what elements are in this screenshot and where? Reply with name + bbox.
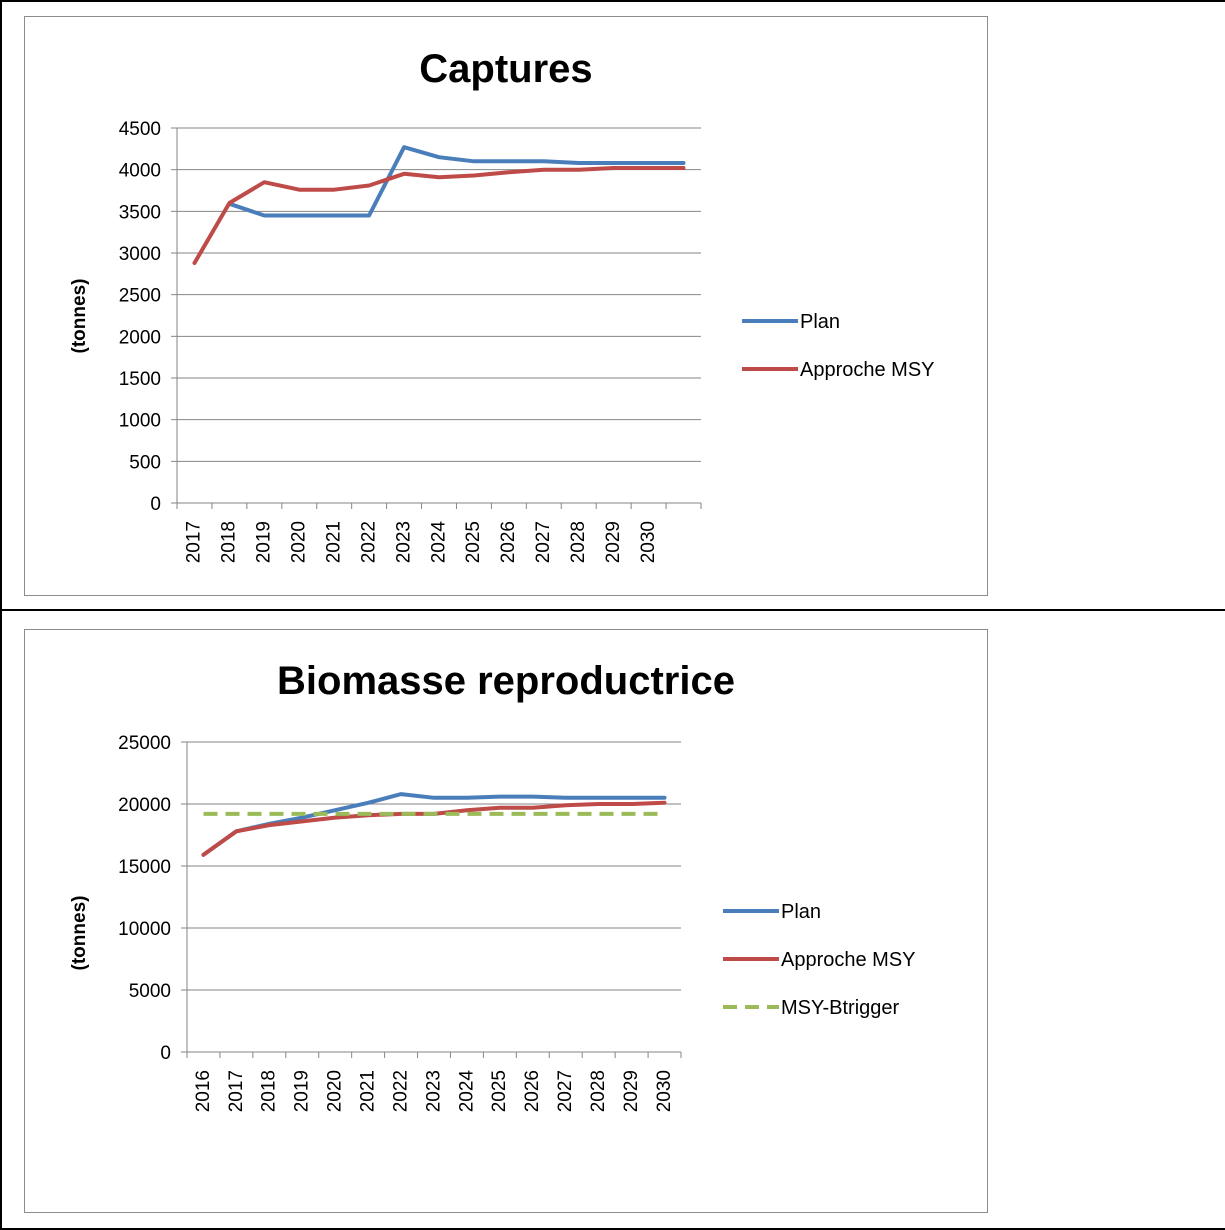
biomasse-chart-frame bbox=[24, 629, 988, 1213]
y-tick-label: 0 bbox=[150, 494, 161, 515]
y-tick-label: 25000 bbox=[118, 733, 171, 754]
x-tick-label: 2018 bbox=[259, 1070, 280, 1112]
y-tick-label: 0 bbox=[160, 1043, 171, 1064]
series-line bbox=[192, 166, 686, 265]
x-tick-label: 2025 bbox=[463, 521, 484, 563]
series-line bbox=[201, 792, 667, 857]
x-tick-label: 2026 bbox=[522, 1070, 543, 1112]
x-tick-label: 2021 bbox=[323, 521, 344, 563]
x-tick-label: 2027 bbox=[533, 521, 554, 563]
x-tick-label: 2016 bbox=[193, 1070, 214, 1112]
x-tick-label: 2028 bbox=[588, 1070, 609, 1112]
x-tick-label: 2030 bbox=[638, 521, 659, 563]
x-tick-label: 2028 bbox=[568, 521, 589, 563]
chart-title: Biomasse reproductrice bbox=[277, 659, 735, 703]
x-tick-label: 2025 bbox=[489, 1070, 510, 1112]
x-tick-label: 2024 bbox=[428, 521, 449, 564]
table-border-bottom bbox=[0, 1228, 1225, 1230]
y-tick-label: 15000 bbox=[118, 857, 171, 878]
y-tick-label: 2500 bbox=[119, 286, 161, 307]
y-tick-label: 20000 bbox=[118, 795, 171, 816]
captures-chart-frame bbox=[24, 16, 988, 596]
legend-label: Approche MSY bbox=[800, 359, 935, 381]
x-tick-label: 2019 bbox=[292, 1070, 313, 1112]
y-axis-label: (tonnes) bbox=[69, 896, 90, 971]
legend-label: MSY-Btrigger bbox=[781, 997, 900, 1019]
legend-label: Plan bbox=[781, 901, 821, 923]
chart-title: Captures bbox=[419, 47, 592, 91]
y-tick-label: 1000 bbox=[119, 411, 161, 432]
x-tick-label: 2029 bbox=[621, 1070, 642, 1112]
series-line bbox=[227, 145, 686, 218]
y-tick-label: 3500 bbox=[119, 202, 161, 223]
x-tick-label: 2022 bbox=[390, 1070, 411, 1112]
y-tick-label: 3000 bbox=[119, 244, 161, 265]
series-line bbox=[201, 800, 667, 857]
x-tick-label: 2022 bbox=[358, 521, 379, 563]
x-tick-label: 2017 bbox=[226, 1070, 247, 1112]
x-tick-label: 2024 bbox=[456, 1070, 477, 1113]
x-tick-label: 2017 bbox=[184, 521, 205, 563]
x-tick-label: 2027 bbox=[555, 1070, 576, 1112]
y-tick-label: 500 bbox=[129, 452, 161, 473]
legend-label: Plan bbox=[800, 311, 840, 333]
x-tick-label: 2023 bbox=[423, 1070, 444, 1112]
x-tick-label: 2020 bbox=[289, 521, 310, 563]
y-tick-label: 1500 bbox=[119, 369, 161, 390]
y-axis-label: (tonnes) bbox=[69, 279, 90, 354]
x-tick-label: 2023 bbox=[393, 521, 414, 563]
y-tick-label: 2000 bbox=[119, 327, 161, 348]
legend-label: Approche MSY bbox=[781, 949, 916, 971]
x-tick-label: 2018 bbox=[219, 521, 240, 563]
table-border-top bbox=[0, 0, 1225, 2]
y-tick-label: 10000 bbox=[118, 919, 171, 940]
y-tick-label: 4500 bbox=[119, 119, 161, 140]
x-tick-label: 2019 bbox=[254, 521, 275, 563]
x-tick-label: 2029 bbox=[603, 521, 624, 563]
x-tick-label: 2020 bbox=[325, 1070, 346, 1112]
y-tick-label: 4000 bbox=[119, 161, 161, 182]
y-tick-label: 5000 bbox=[129, 981, 171, 1002]
x-tick-label: 2021 bbox=[357, 1070, 378, 1112]
x-tick-label: 2030 bbox=[654, 1070, 675, 1112]
table-border-left bbox=[0, 0, 2, 1230]
x-tick-label: 2026 bbox=[498, 521, 519, 563]
table-border-middle bbox=[0, 609, 1225, 611]
